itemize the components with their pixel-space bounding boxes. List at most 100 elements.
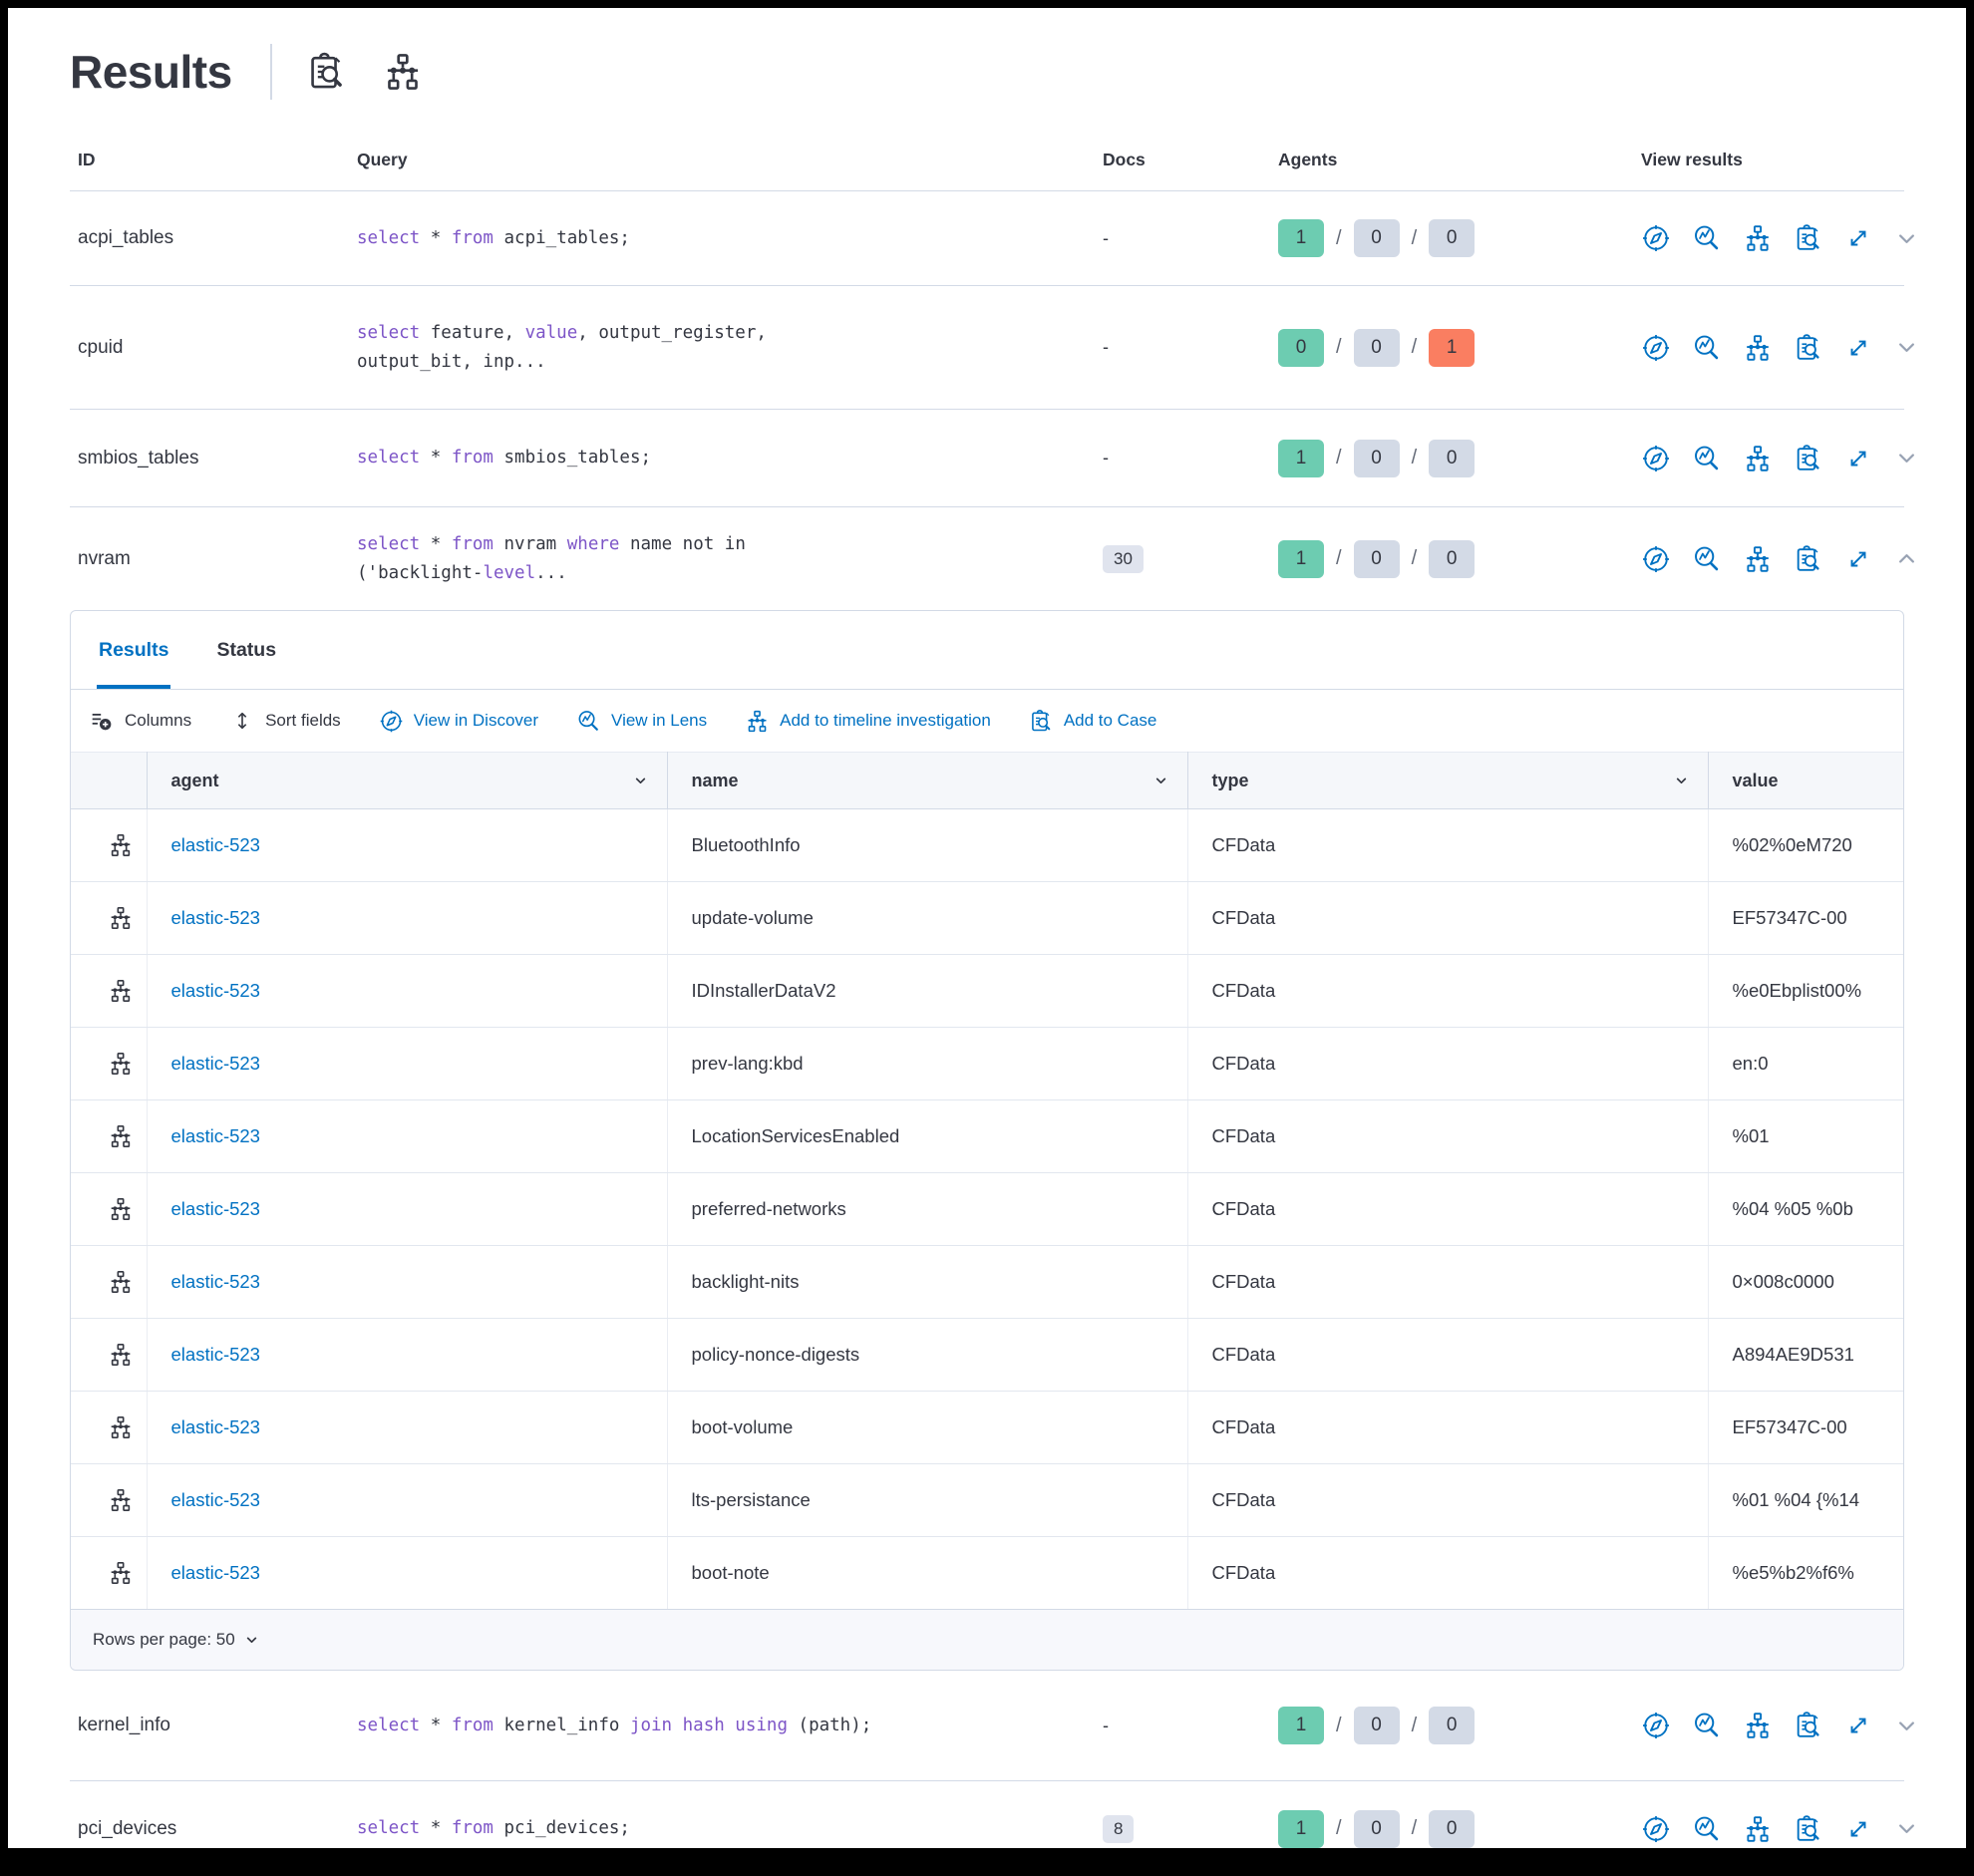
cell-value: EF57347C-00 xyxy=(1708,1391,1903,1464)
agent-link[interactable]: elastic-523 xyxy=(170,1489,260,1510)
agent-link[interactable]: elastic-523 xyxy=(170,1271,260,1292)
chevron-down-icon[interactable] xyxy=(1893,1815,1920,1842)
agents-status: 0/ 0/ 1 xyxy=(1268,328,1617,367)
agent-link[interactable]: elastic-523 xyxy=(170,907,260,928)
lens-icon[interactable] xyxy=(1692,544,1722,574)
expand-icon[interactable] xyxy=(1844,224,1872,252)
lens-icon[interactable] xyxy=(1692,444,1722,473)
add-to-case-icon[interactable] xyxy=(1794,333,1823,363)
query-sql: select * from acpi_tables; xyxy=(357,227,630,248)
discover-compass-icon[interactable] xyxy=(1641,223,1671,253)
add-to-timeline-button[interactable]: Add to timeline investigation xyxy=(745,709,991,734)
rows-per-page-button[interactable]: Rows per page: 50 xyxy=(71,1609,1903,1670)
grid-header-agent[interactable]: agent xyxy=(147,752,668,809)
agent-link[interactable]: elastic-523 xyxy=(170,1344,260,1365)
discover-compass-icon[interactable] xyxy=(1641,1814,1671,1844)
row-timeline-icon[interactable] xyxy=(71,1463,148,1537)
add-to-case-icon[interactable] xyxy=(1794,223,1823,253)
cell-name: backlight-nits xyxy=(667,1245,1188,1319)
cell-value: en:0 xyxy=(1708,1027,1903,1100)
add-to-case-button[interactable]: Add to Case xyxy=(1029,709,1156,734)
expand-icon[interactable] xyxy=(1844,445,1872,472)
timeline-icon[interactable] xyxy=(1743,333,1773,363)
timeline-icon[interactable] xyxy=(1743,1814,1773,1844)
results-page: Results ID Query Docs Agents View result… xyxy=(8,8,1966,1848)
expand-icon[interactable] xyxy=(1844,1815,1872,1843)
discover-compass-icon[interactable] xyxy=(1641,444,1671,473)
lens-icon[interactable] xyxy=(1692,223,1722,253)
agent-link[interactable]: elastic-523 xyxy=(170,980,260,1001)
result-row: elastic-523 LocationServicesEnabled CFDa… xyxy=(71,1099,1903,1173)
row-timeline-icon[interactable] xyxy=(71,1027,148,1100)
agents-status: 1/ 0/ 0 xyxy=(1268,439,1617,477)
row-timeline-icon[interactable] xyxy=(71,1536,148,1609)
view-in-discover-button[interactable]: View in Discover xyxy=(379,709,538,734)
result-row: elastic-523 policy-nonce-digests CFData … xyxy=(71,1318,1903,1392)
agent-link[interactable]: elastic-523 xyxy=(170,1053,260,1074)
grid-header-value[interactable]: value xyxy=(1708,752,1903,809)
view-in-lens-button[interactable]: View in Lens xyxy=(576,709,707,734)
lens-icon[interactable] xyxy=(1692,1711,1722,1740)
cell-agent: elastic-523 xyxy=(147,1536,668,1609)
row-timeline-icon[interactable] xyxy=(71,1099,148,1173)
agent-link[interactable]: elastic-523 xyxy=(170,1416,260,1437)
agents-pending-badge: 0 xyxy=(1353,328,1400,367)
docs-count: 30 xyxy=(1089,544,1268,573)
cell-type: CFData xyxy=(1187,1099,1709,1173)
chevron-down-icon[interactable] xyxy=(1893,1713,1920,1739)
chevron-down-icon[interactable] xyxy=(1893,445,1920,471)
timeline-icon[interactable] xyxy=(1743,544,1773,574)
row-timeline-icon[interactable] xyxy=(71,1245,148,1319)
cell-agent: elastic-523 xyxy=(147,954,668,1028)
expand-icon[interactable] xyxy=(1844,1712,1872,1739)
discover-compass-icon[interactable] xyxy=(1641,333,1671,363)
cell-name: policy-nonce-digests xyxy=(667,1318,1188,1392)
docs-count-badge: 8 xyxy=(1103,1814,1135,1843)
agent-link[interactable]: elastic-523 xyxy=(170,834,260,855)
add-to-case-icon[interactable] xyxy=(1794,1814,1823,1844)
discover-compass-icon[interactable] xyxy=(1641,544,1671,574)
row-timeline-icon[interactable] xyxy=(71,1172,148,1246)
row-timeline-icon[interactable] xyxy=(71,808,148,882)
grid-header-type[interactable]: type xyxy=(1187,752,1709,809)
lens-icon[interactable] xyxy=(1692,1814,1722,1844)
docs-count: 8 xyxy=(1089,1814,1268,1843)
agent-link[interactable]: elastic-523 xyxy=(170,1125,260,1146)
discover-compass-icon[interactable] xyxy=(1641,1711,1671,1740)
chevron-down-icon[interactable] xyxy=(1893,334,1920,361)
timeline-icon[interactable] xyxy=(382,51,424,93)
cell-name: preferred-networks xyxy=(667,1172,1188,1246)
grid-header-name[interactable]: name xyxy=(667,752,1188,809)
add-to-case-icon[interactable] xyxy=(1794,544,1823,574)
timeline-icon[interactable] xyxy=(1743,1711,1773,1740)
cell-agent: elastic-523 xyxy=(147,1318,668,1392)
chevron-down-icon[interactable] xyxy=(1893,225,1920,252)
inspect-clipboard-icon[interactable] xyxy=(306,51,348,93)
row-timeline-icon[interactable] xyxy=(71,881,148,955)
query-id: pci_devices xyxy=(78,1817,177,1839)
add-to-case-icon[interactable] xyxy=(1794,1711,1823,1740)
title-bar: Results xyxy=(70,8,1904,112)
agent-link[interactable]: elastic-523 xyxy=(170,1562,260,1583)
cell-type: CFData xyxy=(1187,954,1709,1028)
cell-value: A894AE9D531 xyxy=(1708,1318,1903,1392)
expand-icon[interactable] xyxy=(1844,545,1872,573)
expand-icon[interactable] xyxy=(1844,334,1872,362)
view-results-actions xyxy=(1617,544,1920,574)
query-row-kernel-info: kernel_info select * from kernel_info jo… xyxy=(70,1671,1904,1780)
query-id: kernel_info xyxy=(78,1715,170,1735)
timeline-icon[interactable] xyxy=(1743,444,1773,473)
agent-link[interactable]: elastic-523 xyxy=(170,1198,260,1219)
tab-results[interactable]: Results xyxy=(97,611,171,689)
lens-icon[interactable] xyxy=(1692,333,1722,363)
chevron-up-icon[interactable] xyxy=(1893,545,1920,572)
row-timeline-icon[interactable] xyxy=(71,954,148,1028)
row-timeline-icon[interactable] xyxy=(71,1318,148,1392)
columns-button[interactable]: Columns xyxy=(89,708,191,734)
cell-value: EF57347C-00 xyxy=(1708,881,1903,955)
tab-status[interactable]: Status xyxy=(216,638,277,661)
timeline-icon[interactable] xyxy=(1743,223,1773,253)
sort-fields-button[interactable]: Sort fields xyxy=(229,708,341,734)
add-to-case-icon[interactable] xyxy=(1794,444,1823,473)
row-timeline-icon[interactable] xyxy=(71,1391,148,1464)
